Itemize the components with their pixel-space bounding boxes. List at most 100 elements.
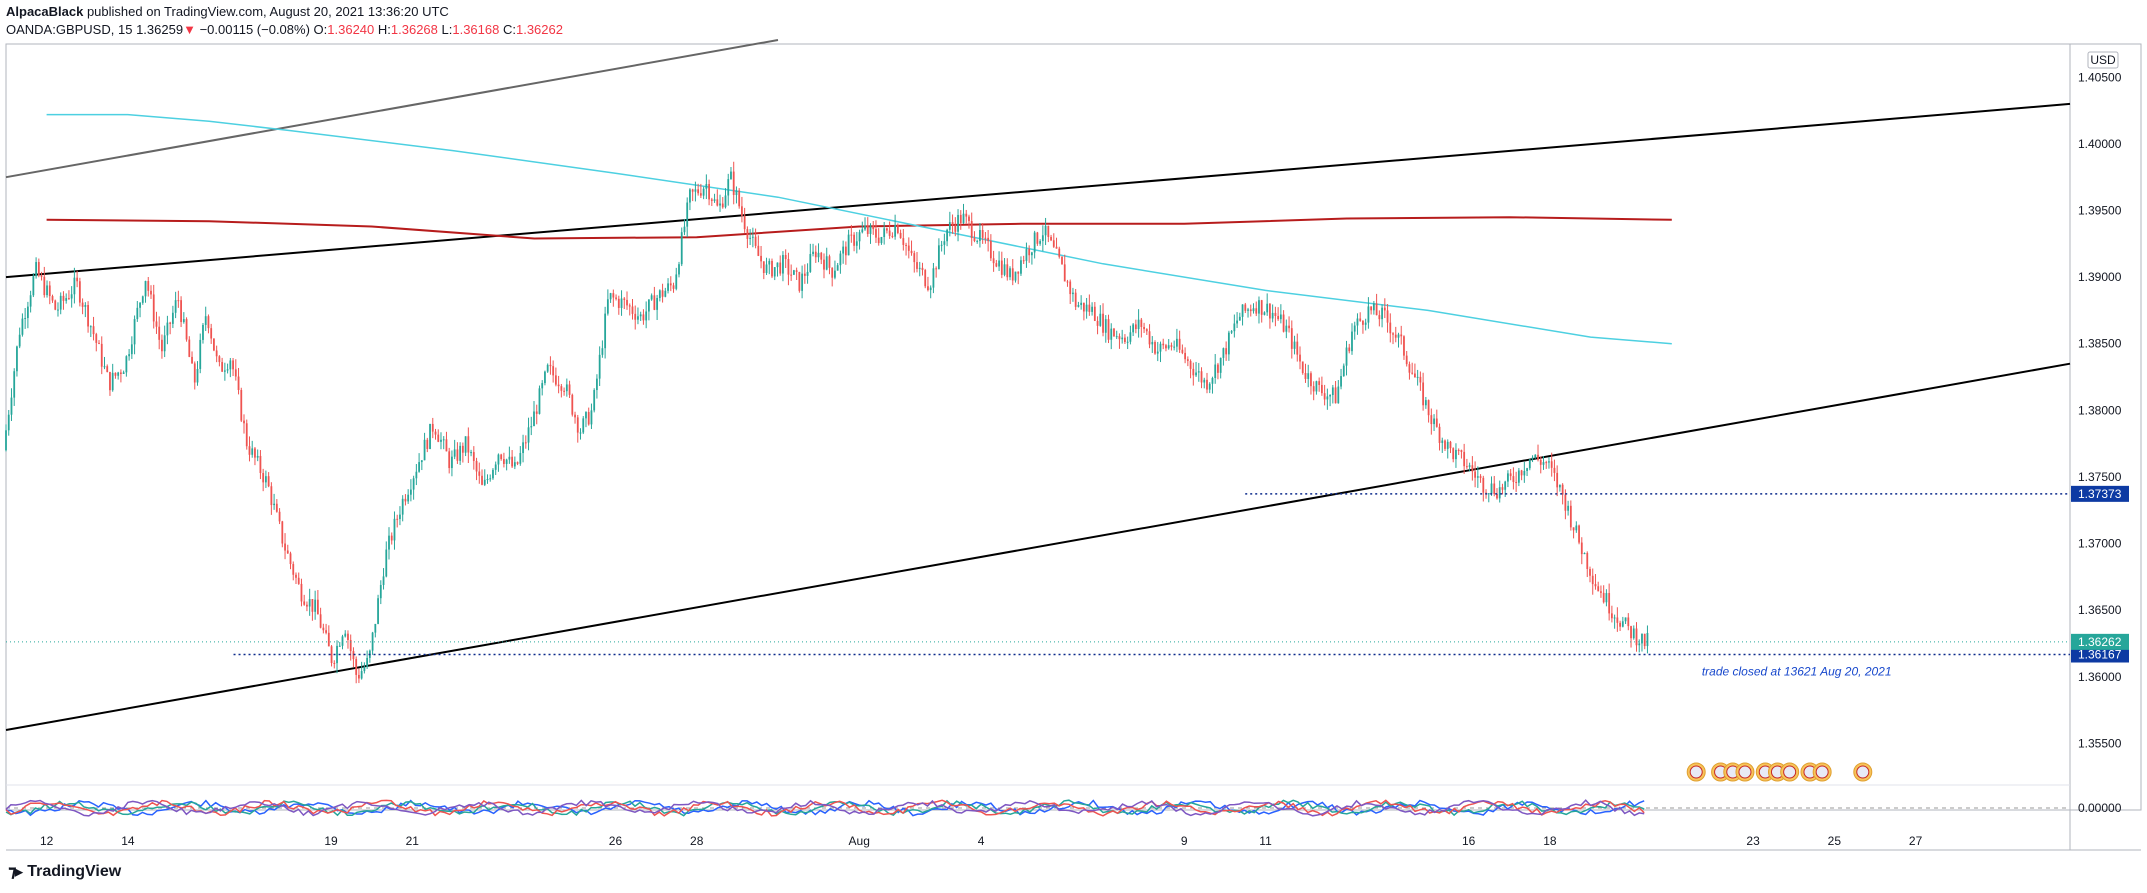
level-price-tag	[2071, 646, 2129, 663]
candle-body	[1471, 465, 1474, 472]
author-name[interactable]: AlpacaBlack	[6, 4, 84, 19]
candle-body	[144, 281, 147, 297]
candle-body	[111, 372, 114, 391]
candle-body	[199, 339, 202, 369]
candle-body	[1507, 473, 1509, 482]
candle-body	[574, 414, 576, 418]
candle-body	[1334, 387, 1337, 404]
candle-body	[207, 316, 210, 329]
candle-body	[377, 598, 379, 624]
candle-body	[631, 306, 634, 314]
candle-body	[1121, 337, 1124, 340]
candle-body	[363, 666, 366, 672]
candle-body	[259, 455, 262, 474]
candle-body	[765, 264, 768, 273]
candle-body	[1405, 355, 1408, 365]
candle-body	[771, 260, 773, 277]
candle-body	[169, 322, 172, 324]
candle-body	[1003, 264, 1006, 275]
candle-body	[1589, 569, 1591, 576]
candle-body	[1184, 352, 1187, 360]
candle-body	[1290, 328, 1293, 349]
candle-body	[902, 238, 905, 245]
candle-body	[1110, 328, 1113, 340]
candle-body	[812, 251, 814, 255]
candle-body	[1353, 325, 1356, 332]
candle-body	[295, 574, 297, 578]
symbol-label[interactable]: OANDA:GBPUSD, 15	[6, 22, 133, 37]
candle-body	[905, 244, 907, 246]
candle-body	[448, 451, 451, 469]
candle-body	[445, 439, 448, 452]
candle-body	[418, 462, 420, 472]
candle-body	[606, 299, 609, 314]
candle-body	[697, 189, 700, 194]
candle-body	[1080, 302, 1083, 306]
candle-body	[650, 295, 653, 300]
candle-body	[470, 452, 472, 454]
candle-body	[743, 215, 746, 230]
candle-body	[355, 659, 358, 675]
candle-body	[1176, 338, 1178, 347]
candle-body	[152, 294, 155, 322]
candle-body	[932, 268, 935, 288]
candle-body	[1559, 484, 1561, 488]
candle-body	[429, 423, 431, 449]
candle-body	[1457, 449, 1460, 451]
candle-body	[229, 360, 232, 370]
candle-body	[1386, 310, 1389, 323]
candle-body	[1304, 373, 1307, 379]
candle-body	[1000, 260, 1003, 275]
candle-body	[13, 371, 16, 398]
candle-body	[694, 189, 697, 192]
candle-body	[1389, 322, 1392, 334]
open-value: 1.36240	[327, 22, 375, 37]
candle-body	[861, 229, 864, 233]
candle-body	[1069, 281, 1072, 295]
candle-body	[1197, 371, 1200, 373]
candle-body	[404, 498, 407, 502]
candle-body	[989, 241, 992, 259]
candle-body	[1061, 256, 1063, 265]
candle-body	[623, 298, 626, 300]
candle-body	[656, 298, 659, 310]
x-tick-label: 9	[1181, 834, 1188, 848]
candle-body	[1528, 459, 1531, 469]
candle-body	[1608, 593, 1611, 614]
candle-body	[1255, 308, 1258, 314]
y-tick-label: 1.37500	[2078, 470, 2122, 484]
tradingview-brand[interactable]: ⁊▸ TradingView	[8, 862, 121, 882]
x-tick-label: 16	[1462, 834, 1476, 848]
candle-body	[73, 277, 76, 295]
candle-body	[1416, 376, 1419, 378]
candle-body	[937, 245, 940, 270]
candle-body	[1378, 315, 1381, 320]
candle-body	[519, 453, 522, 464]
candle-body	[1066, 281, 1069, 283]
candle-body	[970, 221, 973, 238]
candle-body	[87, 304, 89, 327]
candle-body	[1118, 336, 1121, 340]
candle-body	[877, 237, 880, 244]
candle-body	[330, 646, 333, 663]
candle-body	[226, 369, 229, 371]
candle-body	[78, 281, 81, 303]
candle-body	[1411, 372, 1414, 374]
candle-body	[669, 283, 672, 286]
current-price-tag	[2071, 633, 2129, 650]
candle-body	[598, 354, 601, 379]
x-tick-label: 18	[1543, 834, 1557, 848]
candle-body	[658, 290, 661, 299]
level-price-label: 1.37373	[2078, 487, 2122, 501]
candle-body	[349, 640, 352, 652]
candle-body	[735, 190, 738, 196]
candle-body	[1263, 312, 1266, 315]
candle-body	[1195, 372, 1197, 376]
oscillator-line	[5, 799, 1645, 817]
candle-body	[773, 267, 776, 277]
candle-body	[1329, 395, 1332, 397]
candle-body	[1033, 232, 1036, 253]
candle-body	[1337, 386, 1340, 404]
candle-body	[182, 319, 185, 323]
